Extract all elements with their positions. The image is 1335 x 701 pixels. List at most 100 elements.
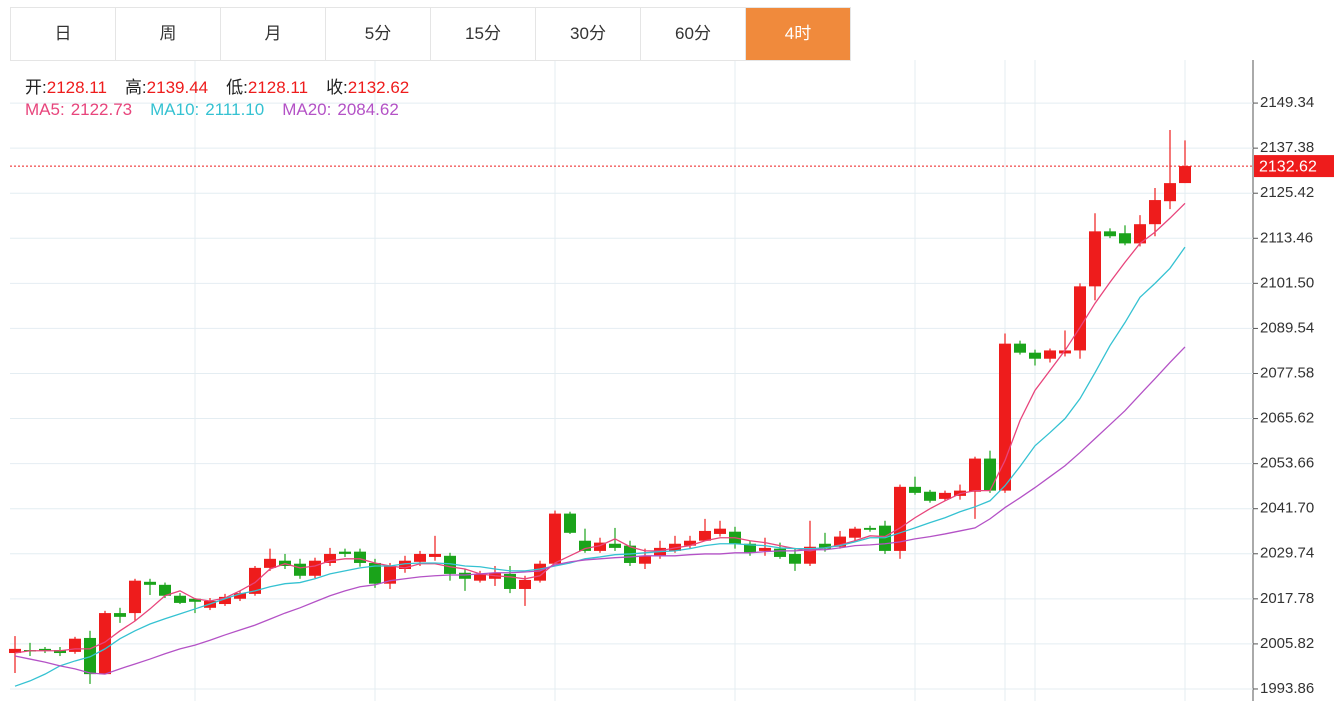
candle-body (1074, 286, 1086, 351)
candle-body (1089, 231, 1101, 287)
period-tabs: 日周月 5分 15分 30分 60分 4时 (10, 7, 851, 61)
ohlc-info: 开:2128.11 高:2139.44 低:2128.11 收:2132.62 (25, 73, 427, 98)
legend-name: MA10: (150, 100, 200, 119)
candle-body (159, 584, 171, 596)
y-tick-label: 2089.54 (1260, 319, 1314, 336)
candle-body (1104, 231, 1116, 237)
candle-body (189, 598, 201, 602)
candle-body (414, 553, 426, 562)
ma-info: MA5: 2122.73 MA10: 2111.10 MA20: 2084.62 (25, 100, 417, 120)
y-tick-label: 2005.82 (1260, 635, 1314, 652)
y-tick-label: 2053.66 (1260, 455, 1314, 472)
ma-line (14, 202, 1186, 654)
y-tick-label: 2077.58 (1260, 364, 1314, 381)
candle-body (459, 572, 471, 579)
candle-body (684, 540, 696, 546)
vertical-grid (194, 60, 1186, 701)
candle-body (1179, 166, 1191, 184)
candle-body (924, 491, 936, 501)
candle-body (39, 648, 51, 651)
tab[interactable]: 15分 (431, 8, 536, 60)
info-value: 2128.11 (46, 78, 107, 97)
candle-body (894, 486, 906, 551)
candle-body (174, 595, 186, 603)
candle-body (249, 567, 261, 594)
candle-body (579, 540, 591, 551)
tab[interactable]: 60分 (641, 8, 746, 60)
candle-body (984, 458, 996, 491)
candle-body (1119, 233, 1131, 244)
candle-body (324, 553, 336, 563)
tab[interactable]: 30分 (536, 8, 641, 60)
legend-name: MA20: (282, 100, 332, 119)
info-label: 收: (326, 78, 348, 97)
candle-body (1164, 183, 1176, 202)
y-tick-label: 2125.42 (1260, 184, 1314, 201)
candle-body (54, 650, 66, 654)
tab[interactable]: 日 (11, 8, 116, 60)
legend-name: MA5: (25, 100, 65, 119)
info-value: 2139.44 (146, 78, 209, 97)
candle-body (114, 613, 126, 617)
candle-body (234, 593, 246, 599)
tab[interactable]: 月 (221, 8, 326, 60)
candle-body (84, 637, 96, 675)
candle-body (1029, 352, 1041, 359)
candle-body (849, 528, 861, 538)
info-label: 低: (226, 78, 248, 97)
candle-body (384, 565, 396, 584)
last-price-label: 2132.62 (1259, 158, 1317, 175)
candle-body (834, 536, 846, 547)
candle-body (1044, 350, 1056, 359)
candle-body (129, 580, 141, 614)
candle-body (774, 548, 786, 557)
candle-body (759, 547, 771, 551)
tab[interactable]: 4时 (746, 8, 851, 60)
candle-body (339, 551, 351, 554)
candle-body (714, 528, 726, 534)
y-tick-label: 2065.62 (1260, 410, 1314, 427)
tab[interactable]: 周 (116, 8, 221, 60)
candle-body (1149, 200, 1161, 225)
candle-body (429, 553, 441, 557)
y-tick-label: 2113.46 (1260, 229, 1313, 246)
candle-body (789, 553, 801, 564)
candle-body (9, 648, 21, 654)
candle-body (294, 563, 306, 576)
candle-body (369, 562, 381, 584)
candle-body (309, 560, 321, 576)
candle-body (549, 513, 561, 564)
candle-body (219, 596, 231, 605)
candle-body (1059, 350, 1071, 354)
candle-body (909, 486, 921, 493)
candle-body (969, 458, 981, 492)
candle-body (354, 551, 366, 563)
ma-line (14, 346, 1186, 675)
candle-body (144, 581, 156, 585)
legend-value: 2122.73 (70, 100, 133, 119)
info-label: 开: (25, 78, 47, 97)
y-tick-label: 1993.86 (1260, 680, 1314, 697)
candle-body (594, 542, 606, 551)
info-value: 2128.11 (247, 78, 309, 97)
candle-body (639, 555, 651, 564)
candle-body (1014, 343, 1026, 353)
candle-body (474, 573, 486, 581)
candle-body (519, 579, 531, 589)
info-label: 高: (124, 78, 147, 97)
candle-body (399, 560, 411, 569)
y-tick-label: 2137.38 (1260, 139, 1314, 156)
ma-line (14, 246, 1186, 687)
candle-body (939, 492, 951, 499)
y-tick-label: 2101.50 (1260, 274, 1314, 291)
candle-body (564, 513, 576, 533)
candle-body (609, 543, 621, 548)
tab[interactable]: 5分 (326, 8, 431, 60)
candle-body (744, 543, 756, 553)
candle-body (99, 613, 111, 675)
y-tick-label: 2041.70 (1260, 500, 1314, 517)
candle-body (699, 530, 711, 541)
candle-body (864, 527, 876, 530)
